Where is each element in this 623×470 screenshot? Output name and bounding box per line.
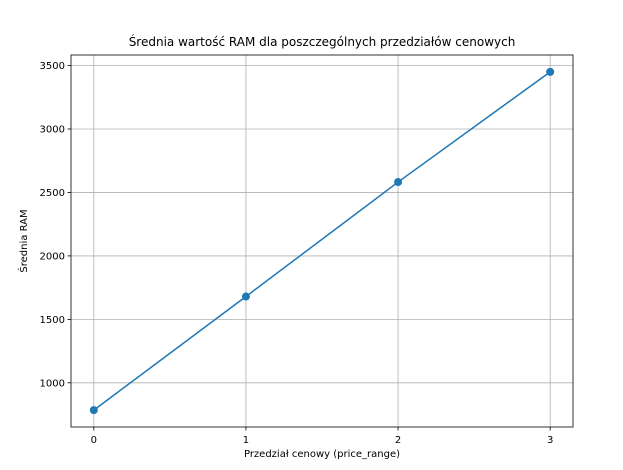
data-point xyxy=(89,406,98,415)
x-axis-label: Przedział cenowy (price_range) xyxy=(244,449,400,460)
series-layer xyxy=(89,67,555,415)
data-point xyxy=(241,292,250,301)
y-tick-label: 3500 xyxy=(40,61,65,72)
y-tick-label: 3000 xyxy=(40,124,65,135)
x-axis-ticks: 0 1 2 3 xyxy=(91,427,553,446)
plot-frame xyxy=(70,54,574,428)
x-tick-label: 0 xyxy=(91,435,97,446)
y-tick-label: 1000 xyxy=(40,378,65,389)
x-tick-label: 3 xyxy=(547,435,553,446)
y-tick-label: 2500 xyxy=(40,188,65,199)
data-point xyxy=(546,67,555,76)
y-tick-label: 2000 xyxy=(40,251,65,262)
y-axis-label: Średnia RAM xyxy=(17,209,30,272)
y-axis-ticks: 1000 1500 2000 2500 3000 3500 xyxy=(40,61,71,389)
chart-title: Średnia wartość RAM dla poszczególnych p… xyxy=(129,34,516,49)
grid xyxy=(71,55,573,427)
data-point xyxy=(394,178,403,187)
x-tick-label: 1 xyxy=(243,435,249,446)
series-line xyxy=(93,71,551,411)
x-tick-label: 2 xyxy=(395,435,401,446)
y-tick-label: 1500 xyxy=(40,315,65,326)
